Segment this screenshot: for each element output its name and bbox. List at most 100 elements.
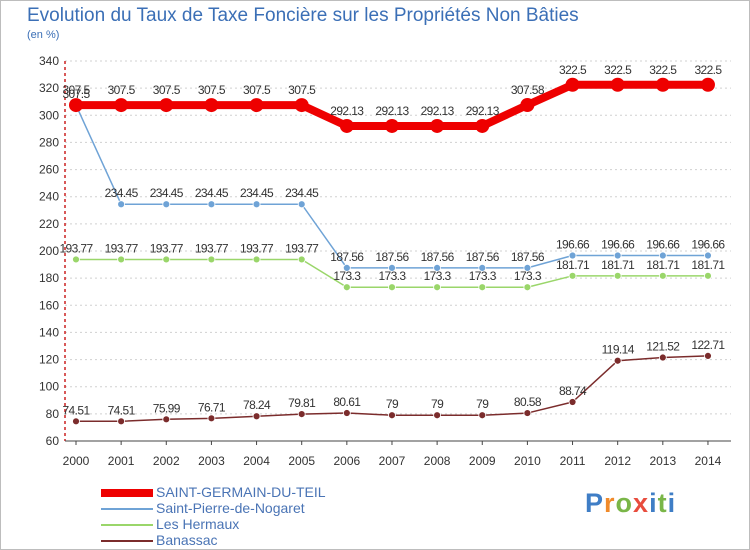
data-label: 307.5 [108,83,136,97]
data-label: 322.5 [694,63,722,77]
data-label: 181.71 [556,258,590,272]
legend-label: Les Hermaux [156,516,240,532]
legend-label: Banassac [156,532,218,548]
data-label: 181.71 [691,258,725,272]
data-label: 122.71 [691,338,725,352]
data-label: 307.5 [243,83,271,97]
data-label: 193.77 [59,241,93,255]
data-label: 187.56 [421,250,455,264]
x-tick-label: 2004 [243,454,270,468]
data-label: 187.56 [466,250,500,264]
y-tick-label: 160 [39,298,59,312]
x-tick-label: 2008 [424,454,451,468]
data-label: 234.45 [240,186,274,200]
data-label: 307.5 [62,87,90,101]
data-label: 307.5 [288,83,316,97]
y-tick-label: 180 [39,271,59,285]
y-tick-label: 280 [39,135,59,149]
data-label: 80.58 [514,395,542,409]
data-label: 196.66 [556,238,590,252]
data-label: 307.58 [511,83,545,97]
data-label: 193.77 [150,241,184,255]
data-label: 79.81 [288,396,316,410]
data-label: 322.5 [649,63,677,77]
unit-label: (en %) [27,29,60,41]
y-tick-label: 300 [39,108,59,122]
data-label: 80.61 [333,395,361,409]
data-point [658,353,667,362]
data-label: 88.74 [559,384,587,398]
data-label: 119.14 [602,343,635,357]
y-tick-label: 120 [39,353,59,367]
x-tick-label: 2006 [333,454,360,468]
data-point [704,251,712,260]
data-label: 173.3 [469,269,497,283]
data-label: 75.99 [153,401,181,415]
data-point [342,263,351,272]
data-label: 76.71 [198,400,226,414]
data-point [478,263,487,272]
data-point [207,200,216,209]
data-point [159,98,174,113]
data-label: 292.13 [375,104,409,118]
data-point [523,409,532,417]
data-point [430,118,445,133]
data-point [117,255,126,264]
data-label: 322.5 [604,63,632,77]
y-tick-label: 100 [39,380,59,394]
data-label: 78.24 [243,398,271,412]
data-label: 307.5 [62,83,90,97]
data-point [162,200,171,209]
data-point [339,118,354,133]
legend-label: SAINT-GERMAIN-DU-TEIL [156,484,326,500]
data-point [252,200,261,209]
data-label: 173.3 [424,269,452,283]
data-point [342,283,351,292]
data-point [565,77,580,92]
data-point [297,410,306,419]
logo-letter: x [633,488,650,518]
x-tick-label: 2012 [604,454,631,468]
y-tick-label: 60 [46,434,60,448]
data-point [475,118,490,133]
data-point [520,97,535,112]
data-label: 181.71 [646,258,680,272]
data-label: 307.5 [153,83,181,97]
proxiti-logo: Proxiti [585,488,676,519]
x-tick-label: 2010 [514,454,541,468]
data-point [384,118,399,133]
data-point [207,414,216,423]
data-point [613,271,622,280]
data-point [342,409,351,417]
logo-letter: r [604,488,616,518]
x-tick-label: 2009 [469,454,496,468]
data-point [655,77,670,92]
data-point [252,255,261,264]
data-point [297,200,306,209]
data-point [613,356,622,365]
data-point [610,77,625,92]
data-label: 292.13 [421,104,455,118]
x-tick-label: 2013 [649,454,676,468]
data-label: 79 [431,397,444,411]
data-point [117,200,126,209]
data-point [69,98,83,113]
data-point [297,255,306,264]
data-point [388,411,396,420]
y-tick-label: 260 [39,163,59,177]
data-point [658,271,667,280]
data-point [204,98,219,113]
x-tick-label: 2001 [108,454,135,468]
data-label: 193.77 [285,241,319,255]
y-tick-label: 220 [39,217,59,231]
data-point [388,283,396,292]
data-label: 173.3 [514,269,542,283]
data-point [700,77,715,92]
data-point [207,255,216,264]
data-point [433,283,442,292]
data-label: 74.51 [62,403,90,417]
x-tick-label: 2002 [153,454,180,468]
data-label: 193.77 [240,241,274,255]
data-label: 187.56 [330,250,364,264]
